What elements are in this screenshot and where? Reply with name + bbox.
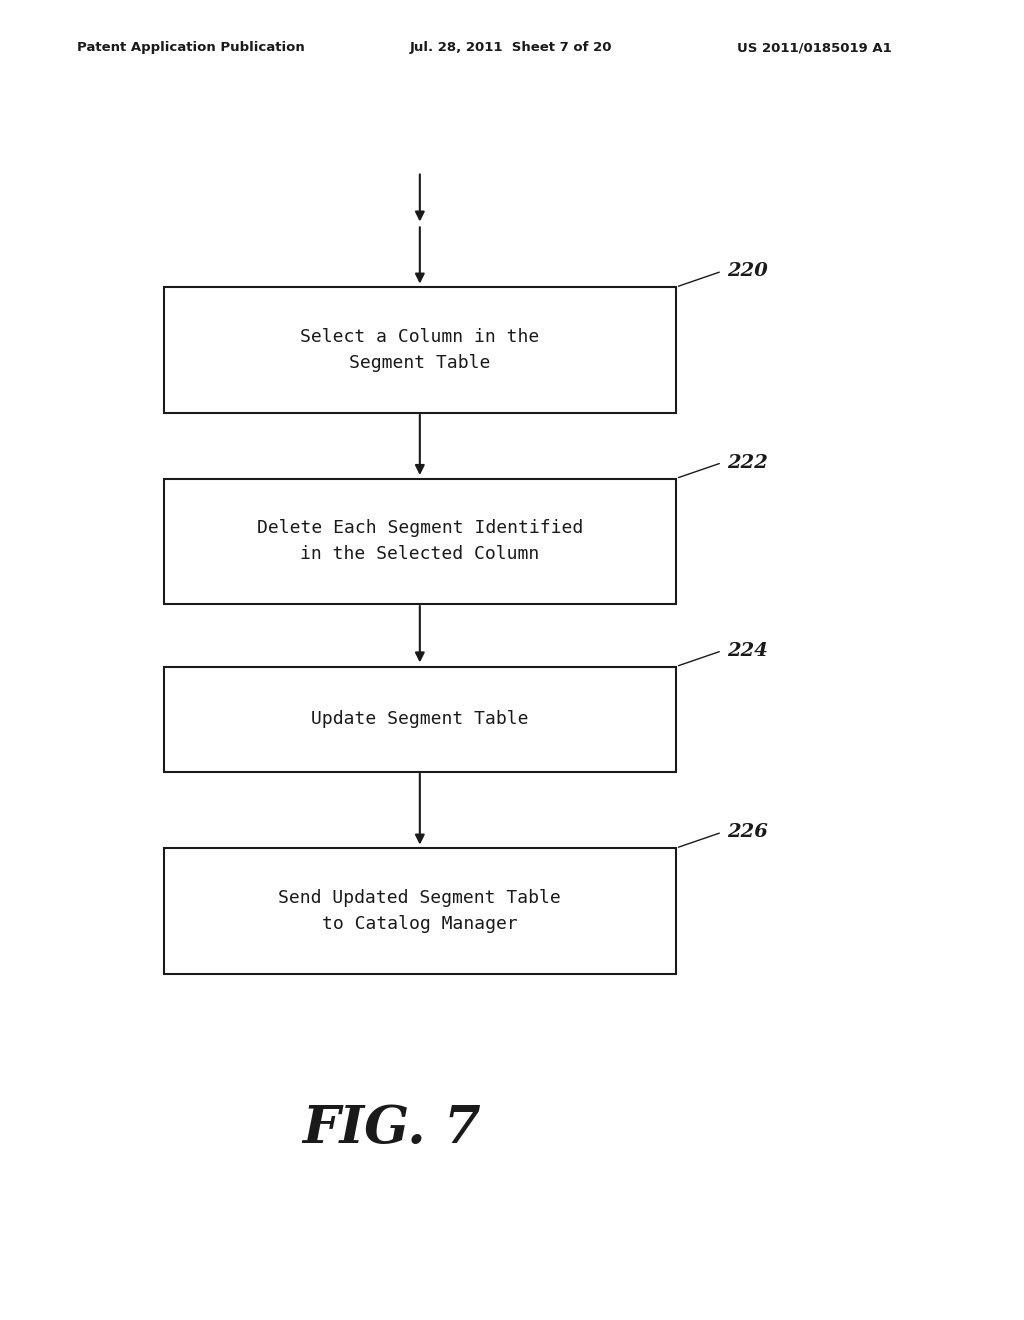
Bar: [164, 288, 676, 412]
Text: US 2011/0185019 A1: US 2011/0185019 A1: [737, 41, 892, 54]
Text: Send Updated Segment Table
to Catalog Manager: Send Updated Segment Table to Catalog Ma…: [279, 888, 561, 933]
Text: Delete Each Segment Identified
in the Selected Column: Delete Each Segment Identified in the Se…: [257, 519, 583, 564]
Text: 222: 222: [727, 454, 768, 471]
Text: 220: 220: [727, 263, 768, 280]
Text: Update Segment Table: Update Segment Table: [311, 710, 528, 729]
Text: 224: 224: [727, 642, 768, 660]
Text: Jul. 28, 2011  Sheet 7 of 20: Jul. 28, 2011 Sheet 7 of 20: [410, 41, 612, 54]
Text: Patent Application Publication: Patent Application Publication: [77, 41, 304, 54]
Bar: [164, 847, 676, 974]
Text: FIG. 7: FIG. 7: [302, 1104, 481, 1154]
Text: Select a Column in the
Segment Table: Select a Column in the Segment Table: [300, 327, 540, 372]
Text: 226: 226: [727, 824, 768, 841]
Bar: [164, 479, 676, 605]
Bar: [164, 667, 676, 772]
